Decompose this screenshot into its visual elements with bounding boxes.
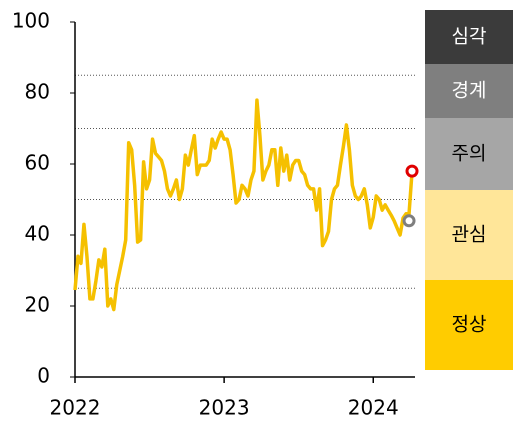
data-line [73, 98, 414, 312]
level-band [425, 280, 513, 370]
y-tick-label: 100 [12, 9, 50, 33]
y-tick-label: 80 [25, 80, 50, 104]
level-band [425, 64, 513, 118]
level-label: 경계 [452, 80, 487, 102]
x-tick-label: 2022 [50, 396, 101, 420]
level-band [425, 10, 513, 64]
y-tick-label: 40 [25, 222, 50, 246]
level-band [425, 118, 513, 190]
x-tick-label: 2024 [348, 396, 399, 420]
y-tick-label: 20 [25, 293, 50, 317]
x-tick-label: 2023 [199, 396, 250, 420]
level-label: 정상 [452, 314, 487, 336]
y-tick-label: 0 [37, 364, 50, 388]
y-tick-label: 60 [25, 151, 50, 175]
marker [405, 164, 419, 178]
level-label: 주의 [452, 143, 487, 165]
level-label: 관심 [452, 224, 487, 246]
marker [402, 214, 416, 228]
level-band [425, 190, 513, 280]
level-label: 심각 [452, 26, 487, 48]
